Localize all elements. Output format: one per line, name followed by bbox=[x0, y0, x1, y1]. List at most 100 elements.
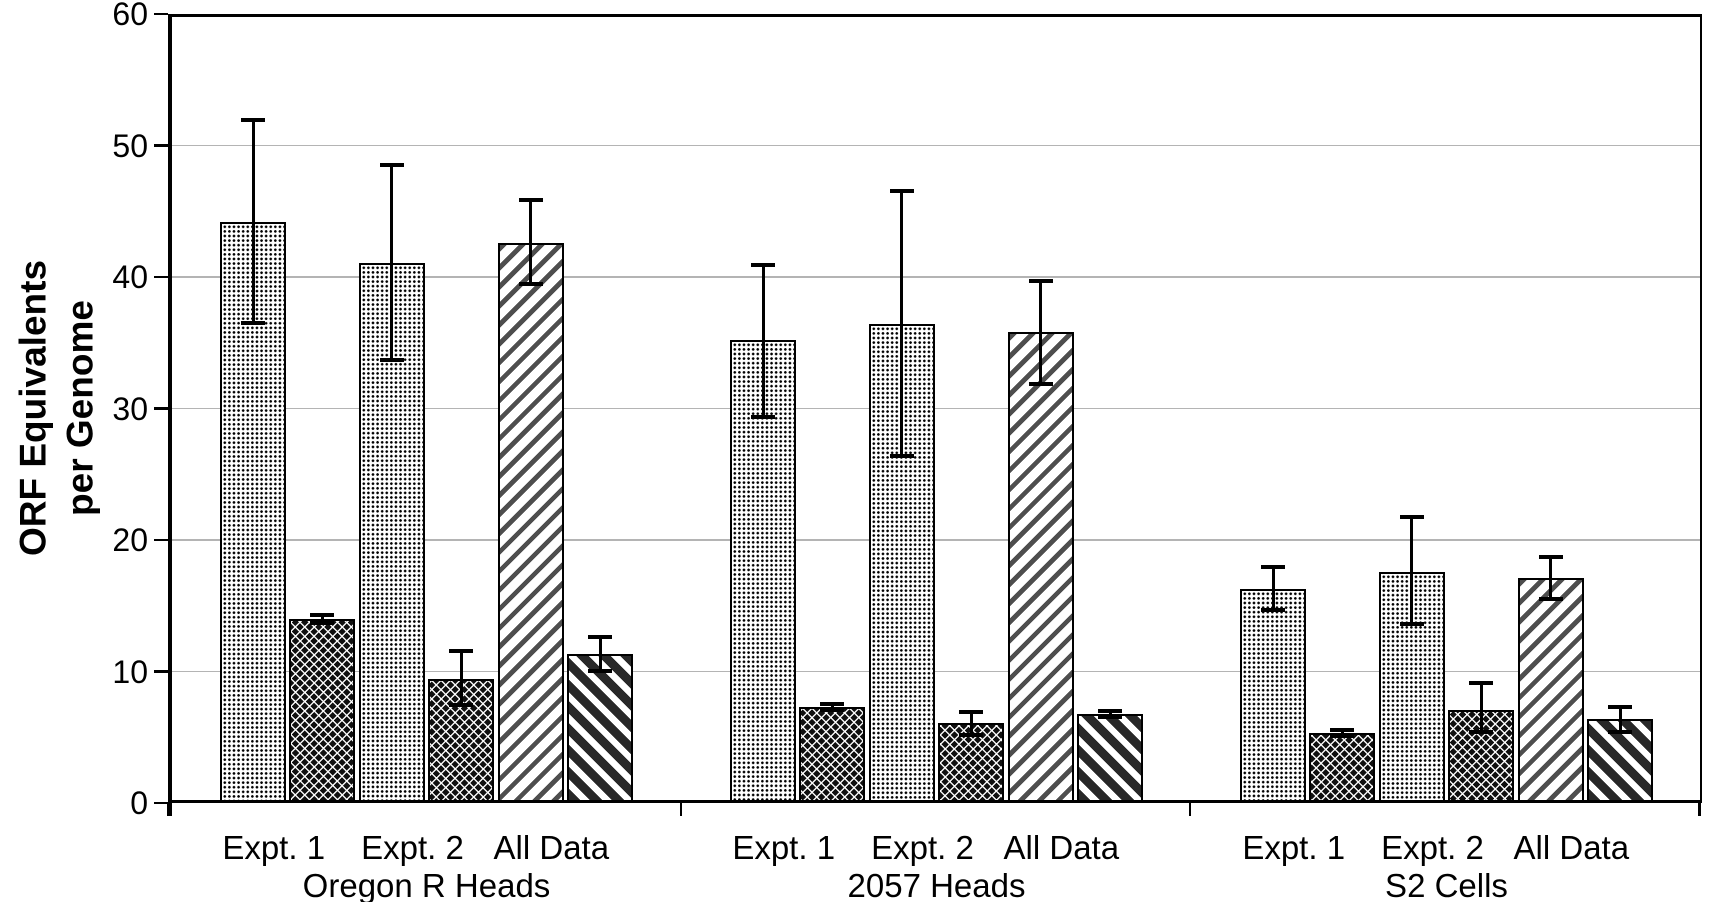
x-subgroup-label: Expt. 1 bbox=[1242, 829, 1346, 866]
error-bar-cap-bottom bbox=[1608, 730, 1632, 735]
error-bar-line bbox=[761, 263, 765, 418]
y-axis-title-line1: ORF Equivalents bbox=[12, 259, 54, 557]
plot-border-top bbox=[168, 14, 1702, 17]
error-bar-cap-top bbox=[1261, 565, 1285, 570]
error-bar-line bbox=[251, 119, 255, 325]
y-tick-label: 30 bbox=[112, 390, 148, 427]
plot-area bbox=[168, 14, 1702, 816]
error-bar-cap-top bbox=[1098, 708, 1122, 713]
error-bar-line bbox=[830, 703, 834, 711]
error-bar-cap-top bbox=[449, 649, 474, 654]
error-bar-cap-top bbox=[588, 634, 612, 639]
x-tick-mark bbox=[166, 803, 170, 816]
bar-diag-dark bbox=[1077, 713, 1143, 803]
error-bar-cap-top bbox=[751, 262, 775, 267]
error-bar-line bbox=[900, 190, 904, 458]
error-bar-line bbox=[1479, 682, 1483, 734]
x-tick-mark bbox=[679, 803, 683, 816]
error-bar-cap-bottom bbox=[1469, 730, 1494, 735]
bar-crosshatch bbox=[1309, 733, 1376, 803]
y-tick-label: 10 bbox=[112, 653, 148, 690]
y-tick-label: 0 bbox=[130, 785, 148, 821]
error-bar-line bbox=[1549, 555, 1553, 601]
error-bar-cap-top bbox=[959, 709, 984, 714]
y-axis-line bbox=[168, 14, 172, 816]
error-bar-cap-bottom bbox=[1538, 597, 1563, 602]
bar-diag-dark bbox=[567, 654, 633, 803]
error-bar-line bbox=[1340, 729, 1344, 738]
error-bar-cap-top bbox=[820, 702, 845, 707]
error-bar-cap-top bbox=[241, 118, 265, 123]
bar-diag-light bbox=[1007, 332, 1074, 803]
x-subgroup-label: Expt. 2 bbox=[1381, 829, 1484, 866]
error-bar-line bbox=[1039, 279, 1043, 385]
error-bar-line bbox=[320, 613, 324, 625]
y-tick-mark bbox=[154, 144, 168, 147]
y-tick-mark bbox=[154, 801, 168, 805]
error-bar-cap-top bbox=[310, 612, 335, 617]
y-tick-mark bbox=[154, 538, 168, 542]
error-bar-cap-top bbox=[1469, 681, 1494, 686]
error-bar-cap-top bbox=[1538, 554, 1563, 559]
bar-crosshatch bbox=[289, 618, 356, 803]
error-bar-cap-bottom bbox=[820, 707, 845, 712]
error-bar-cap-bottom bbox=[449, 702, 474, 707]
x-group-label: S2 Cells bbox=[1385, 867, 1508, 902]
x-tick-mark bbox=[1188, 803, 1192, 816]
error-bar-cap-top bbox=[1330, 728, 1355, 733]
y-tick-label: 40 bbox=[112, 259, 148, 295]
x-subgroup-label: All Data bbox=[1003, 829, 1120, 866]
y-tick-mark bbox=[154, 670, 168, 673]
bar-diag-dark bbox=[1587, 718, 1653, 803]
error-bar-cap-top bbox=[1399, 515, 1424, 520]
gridline bbox=[168, 670, 1702, 673]
x-axis-line bbox=[168, 799, 1702, 803]
error-bar-cap-bottom bbox=[959, 732, 984, 737]
error-bar-cap-bottom bbox=[241, 321, 265, 326]
x-group-label: 2057 Heads bbox=[847, 867, 1026, 902]
x-subgroup-label: Expt. 2 bbox=[871, 829, 974, 866]
y-tick-mark bbox=[154, 407, 168, 410]
error-bar-line bbox=[598, 635, 602, 672]
error-bar-cap-bottom bbox=[1399, 622, 1424, 627]
error-bar-line bbox=[390, 163, 394, 362]
gridline bbox=[168, 539, 1702, 541]
error-bar-line bbox=[1410, 516, 1414, 626]
x-subgroup-label: All Data bbox=[1513, 829, 1630, 866]
error-bar-cap-bottom bbox=[751, 414, 775, 419]
gridline bbox=[168, 407, 1702, 410]
x-tick-mark bbox=[1698, 803, 1701, 816]
error-bar-cap-bottom bbox=[1330, 734, 1355, 739]
error-bar-cap-top bbox=[889, 189, 914, 194]
y-tick-label: 60 bbox=[112, 0, 148, 32]
bar-crosshatch bbox=[799, 707, 866, 803]
y-tick-mark bbox=[154, 275, 168, 279]
error-bar-cap-top bbox=[1028, 278, 1053, 283]
error-bar-cap-top bbox=[518, 198, 543, 203]
error-bar-cap-top bbox=[379, 162, 404, 167]
error-bar-cap-bottom bbox=[379, 358, 404, 363]
y-tick-label: 50 bbox=[112, 127, 148, 164]
x-subgroup-label: All Data bbox=[493, 829, 610, 866]
error-bar-cap-bottom bbox=[1028, 381, 1053, 386]
x-subgroup-label: Expt. 2 bbox=[361, 829, 464, 866]
error-bar-cap-bottom bbox=[1261, 608, 1285, 612]
error-bar-line bbox=[1271, 566, 1275, 611]
error-bar-cap-top bbox=[1608, 704, 1632, 709]
bar-diag-light bbox=[1517, 578, 1584, 803]
error-bar-cap-bottom bbox=[588, 668, 612, 673]
x-group-label: Oregon R Heads bbox=[302, 867, 551, 902]
error-bar-line bbox=[969, 710, 973, 736]
error-bar-cap-bottom bbox=[518, 281, 543, 286]
x-subgroup-label: Expt. 1 bbox=[732, 829, 836, 866]
bar-stipple bbox=[1240, 588, 1306, 803]
y-tick-label: 20 bbox=[112, 522, 148, 558]
gridline bbox=[168, 276, 1702, 278]
error-bar-cap-bottom bbox=[310, 621, 335, 626]
bar-diag-light bbox=[497, 242, 564, 803]
y-tick-mark bbox=[154, 12, 168, 16]
error-bar-cap-bottom bbox=[889, 454, 914, 459]
error-bar-line bbox=[1618, 705, 1622, 734]
error-bar-cap-bottom bbox=[1098, 714, 1122, 719]
